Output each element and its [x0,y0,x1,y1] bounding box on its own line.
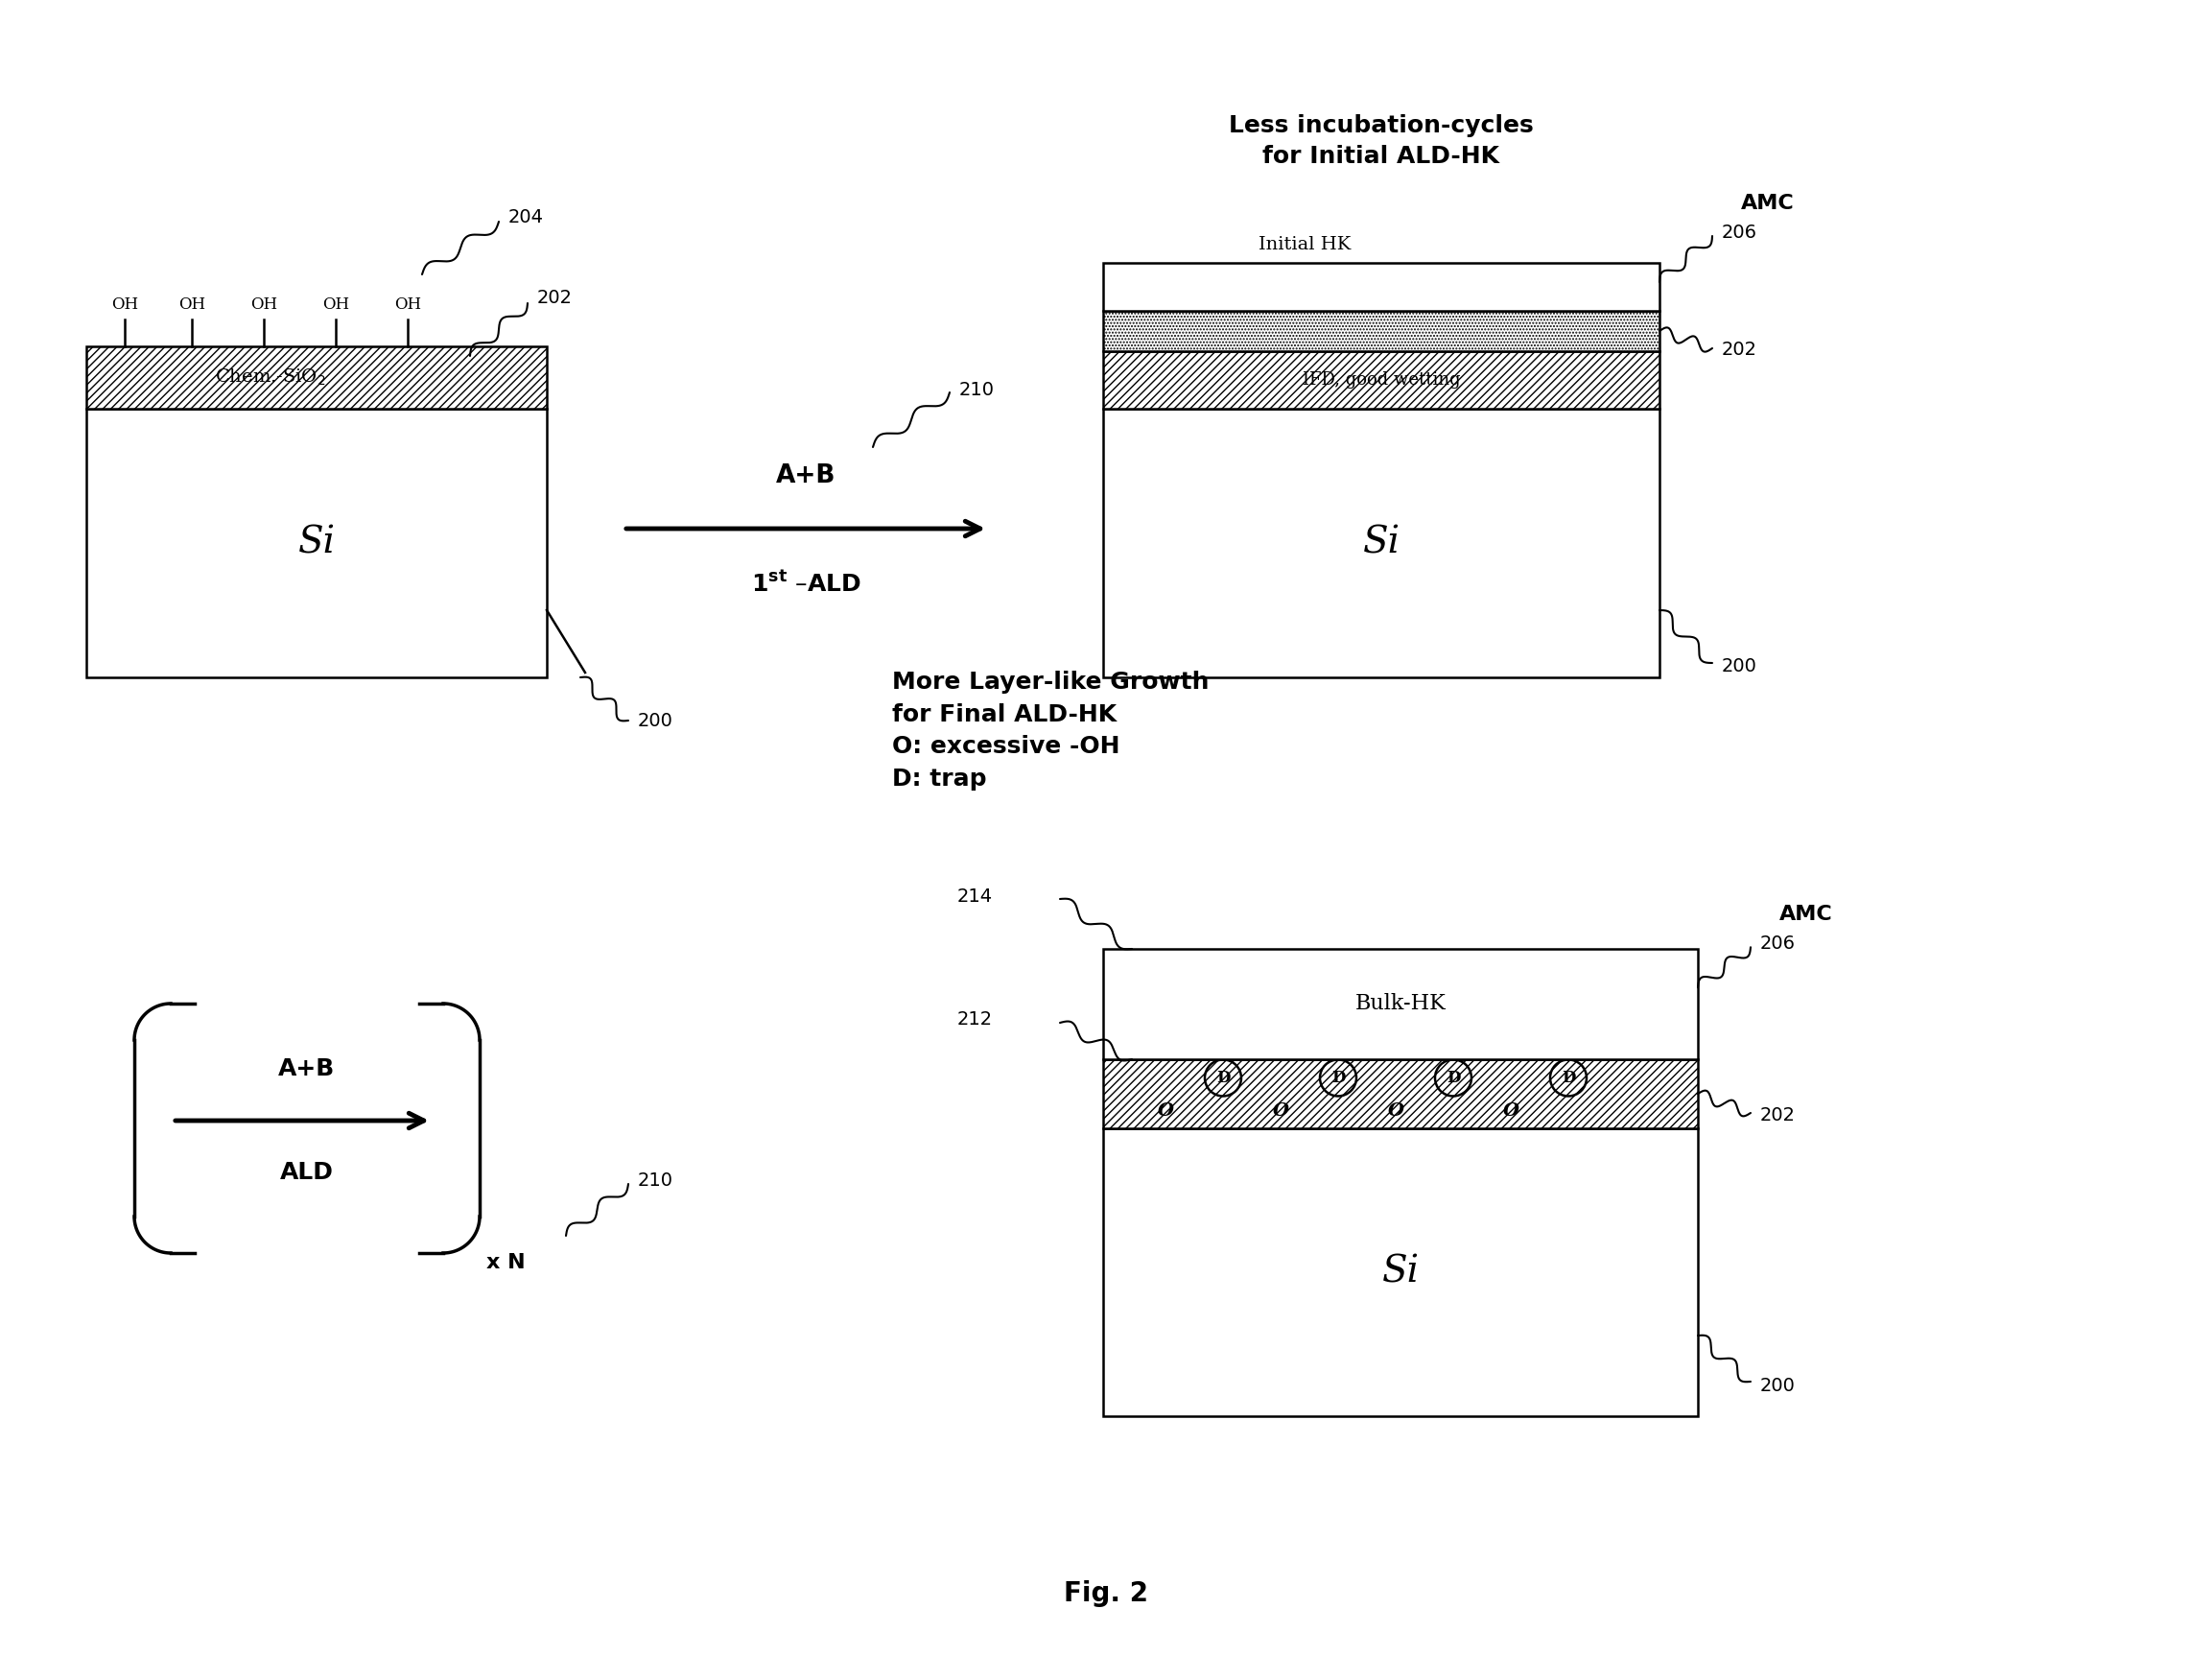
Text: A+B: A+B [776,464,836,489]
Text: x N: x N [487,1254,524,1272]
Text: 1$^{\mathbf{st}}$ –ALD: 1$^{\mathbf{st}}$ –ALD [750,571,860,598]
Text: OH: OH [111,296,137,313]
Text: 206: 206 [1721,224,1756,242]
Text: 200: 200 [1761,1376,1796,1394]
Text: D: D [1332,1070,1345,1086]
Text: 212: 212 [958,1010,993,1028]
Text: 200: 200 [637,712,672,730]
Text: 214: 214 [958,888,993,906]
Text: D: D [1217,1070,1230,1086]
Text: O: O [1157,1103,1175,1119]
Bar [1104,949,1699,1060]
Text: OH: OH [323,296,349,313]
Text: Initial HK: Initial HK [1259,237,1352,253]
Text: OH: OH [250,296,276,313]
Bar [1104,311,1659,351]
Text: 202: 202 [1721,341,1756,359]
Text: Si: Si [299,525,336,561]
Bar [1104,1060,1699,1128]
Text: D: D [1562,1070,1575,1086]
Text: O: O [1502,1103,1520,1119]
Text: Chem.-SiO$_2$: Chem.-SiO$_2$ [215,368,325,388]
Text: IFD, good wetting: IFD, good wetting [1303,371,1460,389]
Text: ALD: ALD [281,1161,334,1184]
Text: More Layer-like Growth
for Final ALD-HK
O: excessive -OH
D: trap: More Layer-like Growth for Final ALD-HK … [891,671,1210,790]
Bar [86,346,546,409]
Text: 204: 204 [509,207,544,225]
Text: 200: 200 [1721,657,1756,676]
Text: OH: OH [394,296,420,313]
Bar [1104,1128,1699,1416]
Bar [1104,351,1659,409]
Text: A+B: A+B [279,1057,336,1080]
Bar [1104,409,1659,677]
Bar [86,409,546,677]
Text: 210: 210 [637,1172,672,1191]
Text: OH: OH [179,296,206,313]
Text: Bulk-HK: Bulk-HK [1356,994,1447,1015]
Text: D: D [1447,1070,1460,1086]
Text: Si: Si [1382,1255,1420,1290]
Text: Si: Si [1363,525,1400,561]
Text: O: O [1272,1103,1290,1119]
Text: 202: 202 [1761,1106,1796,1124]
Text: O: O [1387,1103,1405,1119]
Text: AMC: AMC [1778,904,1834,924]
Text: Fig. 2: Fig. 2 [1064,1580,1148,1606]
Text: AMC: AMC [1741,194,1794,214]
Text: 206: 206 [1761,934,1796,952]
Text: 210: 210 [960,381,995,399]
Bar [1104,263,1659,311]
Text: Less incubation-cycles
for Initial ALD-HK: Less incubation-cycles for Initial ALD-H… [1230,114,1533,167]
Text: 202: 202 [538,290,573,308]
